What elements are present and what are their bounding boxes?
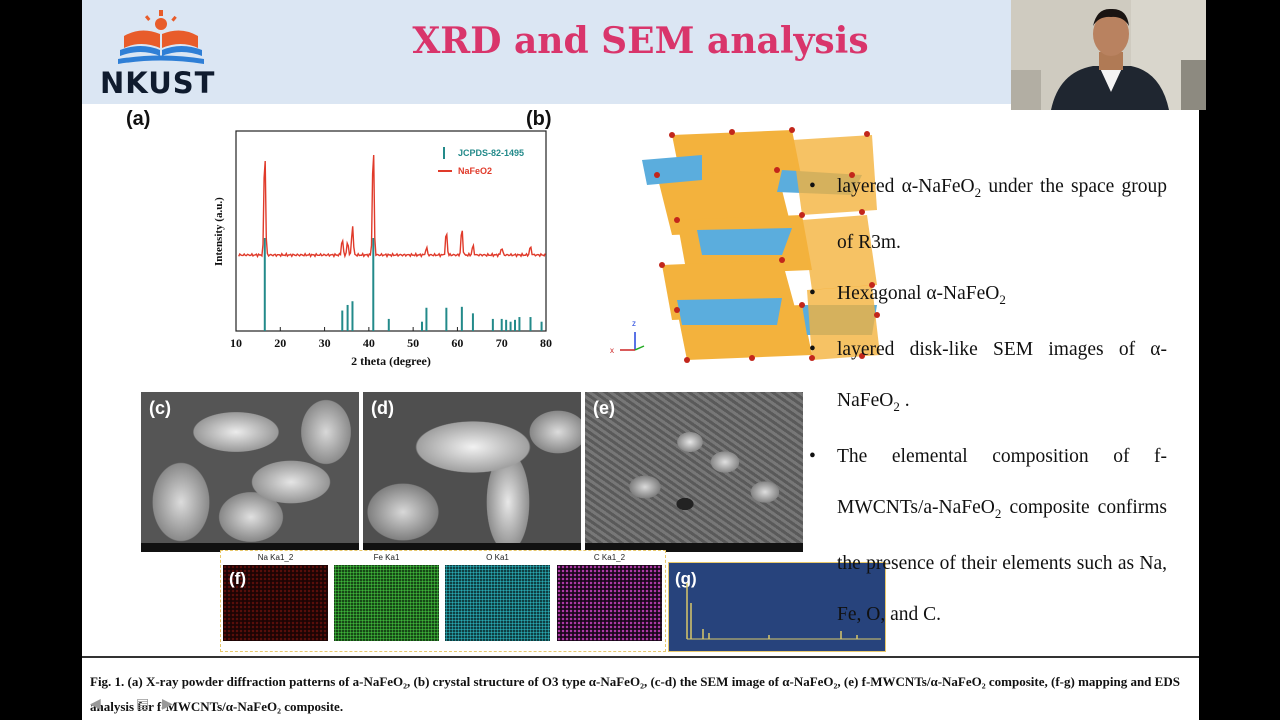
sem-info-bar [141, 543, 359, 552]
nkust-logo-icon [118, 10, 204, 64]
sem-image-c: (c) [141, 392, 359, 552]
axis-triad-icon: z x [610, 319, 645, 355]
legend-nafeo2-label: NaFeO2 [458, 166, 492, 176]
presenter-video [1011, 0, 1206, 110]
x-tick-label: 30 [319, 336, 331, 350]
map-fe: Fe Ka1 [334, 553, 439, 641]
xrd-ylabel: Intensity (a.u.) [213, 197, 225, 266]
bullet-item: layered α-NaFeO2 under the space group o… [809, 162, 1167, 269]
xrd-chart: Intensity (a.u.) 2 theta (degree) 10 20 30… [213, 130, 552, 368]
slide-menu-icon[interactable]: ▤ [136, 696, 150, 712]
map-c: C Ka1_2 [557, 553, 662, 641]
elemental-mapping-panel: Na Ka1_2 (f) Fe Ka1 O Ka1 C Ka1_2 [220, 550, 666, 652]
x-tick-label: 10 [230, 336, 242, 350]
sem-image-e: (e) [585, 392, 803, 552]
x-tick-label: 50 [407, 336, 419, 350]
svg-text:x: x [610, 346, 614, 355]
sem-label-d: (d) [371, 398, 394, 418]
sem-info-bar [585, 543, 803, 552]
presenter-webcam [1011, 0, 1206, 110]
figure-caption: Fig. 1. (a) X-ray powder diffraction pat… [90, 674, 1180, 714]
prev-slide-icon[interactable]: ◀ [90, 696, 101, 712]
x-tick-label: 40 [363, 336, 375, 350]
sem-info-bar [363, 543, 581, 552]
map-na: Na Ka1_2 (f) [223, 553, 328, 641]
eds-label-g: (g) [675, 569, 697, 588]
panel-label-a: (a) [126, 108, 151, 130]
bullet-item: The elemental composition of f-MWCNTs/a-… [809, 432, 1167, 640]
bullet-list: layered α-NaFeO2 under the space group o… [809, 162, 1167, 640]
map-na-title: Na Ka1_2 [257, 553, 294, 562]
map-o: O Ka1 [445, 553, 550, 641]
next-slide-icon[interactable]: ▶ [162, 696, 173, 712]
caption-divider [82, 656, 1199, 658]
x-tick-label: 60 [451, 336, 463, 350]
xrd-legend: JCPDS-82-1495 NaFeO2 [438, 147, 524, 176]
x-tick-label: 70 [496, 336, 508, 350]
xrd-xlabel: 2 theta (degree) [351, 354, 431, 368]
logo-text: NKUST [100, 66, 216, 100]
map-label-f: (f) [229, 569, 246, 588]
map-fe-title: Fe Ka1 [373, 553, 400, 562]
panel-label-b: (b) [526, 108, 552, 130]
sem-label-e: (e) [593, 398, 615, 418]
x-tick-label: 80 [540, 336, 552, 350]
map-c-title: C Ka1_2 [593, 553, 626, 562]
map-o-title: O Ka1 [486, 553, 509, 562]
slide-title: XRD and SEM analysis [412, 20, 869, 62]
legend-jcpds-label: JCPDS-82-1495 [458, 148, 524, 158]
svg-text:z: z [632, 319, 636, 328]
bullet-item: Hexagonal α-NaFeO2 [809, 269, 1167, 325]
sem-image-d: (d) [363, 392, 581, 552]
sem-label-c: (c) [149, 398, 171, 418]
xrd-plot-frame [235, 130, 547, 332]
bullet-item: layered disk-like SEM images of α-NaFeO2… [809, 325, 1167, 432]
nafeo2-pattern-line [238, 154, 546, 259]
x-tick-label: 20 [274, 336, 286, 350]
